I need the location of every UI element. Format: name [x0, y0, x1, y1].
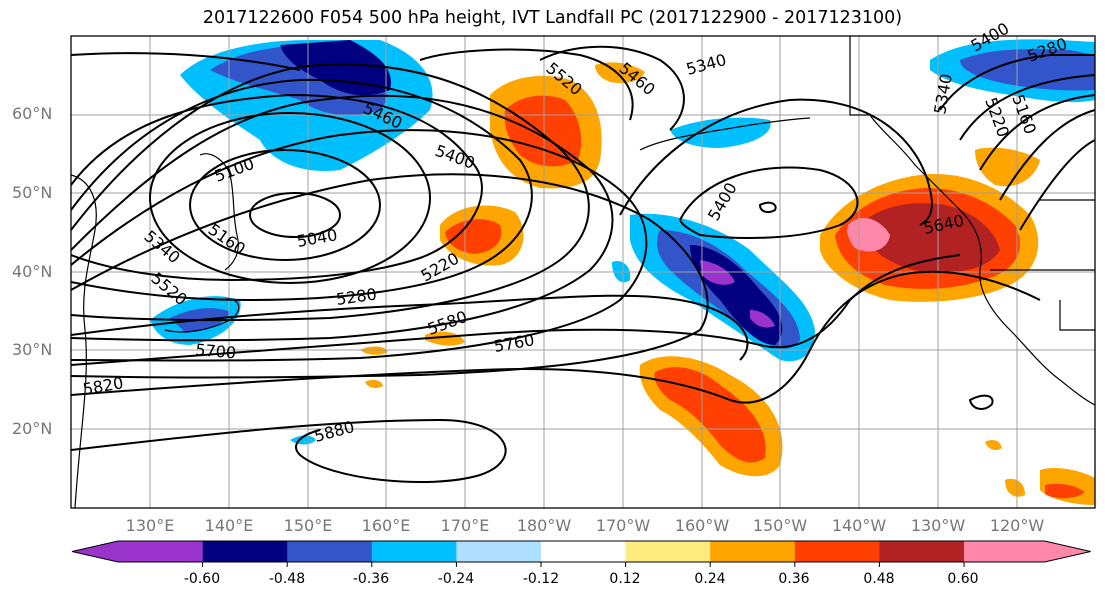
colorbar-tick-label: 0.24 — [694, 571, 726, 587]
lon-label: 130°W — [910, 516, 966, 535]
colorbar-segment — [72, 541, 203, 562]
lat-label: 20°N — [12, 419, 53, 438]
colorbar-segment — [964, 541, 1091, 562]
colorbar-segment — [541, 541, 627, 562]
chart-title: 2017122600 F054 500 hPa height, IVT Land… — [202, 8, 903, 28]
lat-label: 50°N — [12, 183, 53, 202]
lon-label: 150°E — [283, 516, 333, 535]
lon-label: 140°W — [831, 516, 887, 535]
colorbar-tick-label: -0.12 — [522, 571, 560, 587]
lon-label: 150°W — [752, 516, 808, 535]
colorbar-tick-label: 0.36 — [778, 571, 810, 587]
colorbar-tick-label: 0.12 — [609, 571, 641, 587]
graticule — [71, 36, 1095, 508]
colorbar-tick-label: -0.24 — [437, 571, 475, 587]
lon-label: 160°W — [674, 516, 730, 535]
colorbar-segment — [456, 541, 542, 562]
map-frame — [70, 35, 1096, 509]
lat-label: 60°N — [12, 104, 53, 123]
colorbar-tick-label: -0.36 — [352, 571, 390, 587]
contour-label: 5700 — [195, 340, 237, 362]
colorbar-segment — [371, 541, 457, 562]
colorbar-segment — [879, 541, 965, 562]
colorbar-tick-label: -0.60 — [183, 571, 221, 587]
coastlines — [71, 36, 1095, 508]
colorbar-outline — [71, 540, 1091, 563]
lon-label: 120°W — [989, 516, 1045, 535]
height-contours — [71, 45, 1095, 483]
lon-label: 160°E — [361, 516, 411, 535]
colorbar-segment — [202, 541, 288, 562]
lat-label: 30°N — [12, 340, 53, 359]
ivt-negative-shading — [150, 39, 1095, 445]
colorbar-tick-label: -0.48 — [268, 571, 306, 587]
lon-label: 170°E — [440, 516, 490, 535]
lon-label: 170°W — [595, 516, 651, 535]
lon-label: 180°W — [516, 516, 572, 535]
colorbar-tick-label: 0.60 — [947, 571, 979, 587]
colorbar-segment — [287, 541, 373, 562]
colorbar-segment — [710, 541, 796, 562]
colorbar-tick-label: 0.48 — [863, 571, 895, 587]
lon-label: 140°E — [204, 516, 254, 535]
lat-label: 40°N — [12, 262, 53, 281]
colorbar-segment — [794, 541, 880, 562]
colorbar-segment — [625, 541, 711, 562]
lon-label: 130°E — [125, 516, 175, 535]
